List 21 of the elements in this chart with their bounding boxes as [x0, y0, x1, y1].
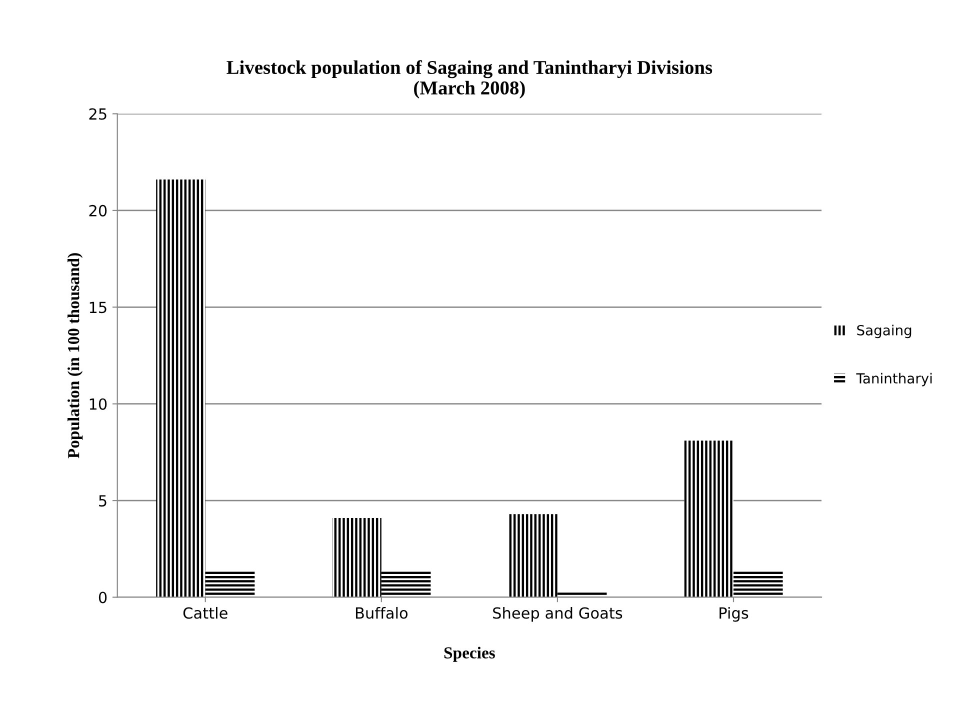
x-tick-label: Buffalo [356, 606, 408, 619]
x-axis-title: Species [444, 646, 495, 662]
y-tick-label: 10 [90, 398, 107, 410]
bar [508, 514, 558, 598]
legend-label: Tanintharyi [856, 372, 932, 386]
legend-label: Sagaing [857, 324, 912, 338]
x-tick-label: Pigs [720, 606, 748, 622]
x-tick-label: Cattle [183, 606, 228, 619]
y-tick-label: 15 [90, 302, 106, 314]
bar [381, 570, 431, 598]
y-tick-label: 20 [89, 204, 107, 216]
y-tick-label: 25 [89, 108, 106, 120]
bar [205, 570, 255, 598]
chart-title: Livestock population of Sagaing and Tanintharyi Divisions (March 2008) [226, 60, 712, 98]
bar [156, 180, 206, 598]
y-tick-label: 5 [99, 495, 106, 507]
bar [684, 440, 734, 598]
x-tick-label: Sheep and Goats [493, 606, 622, 622]
bar [332, 518, 382, 598]
y-tick-label: 0 [98, 592, 107, 604]
y-axis-title: Population (in 100 thousand) [68, 253, 83, 458]
